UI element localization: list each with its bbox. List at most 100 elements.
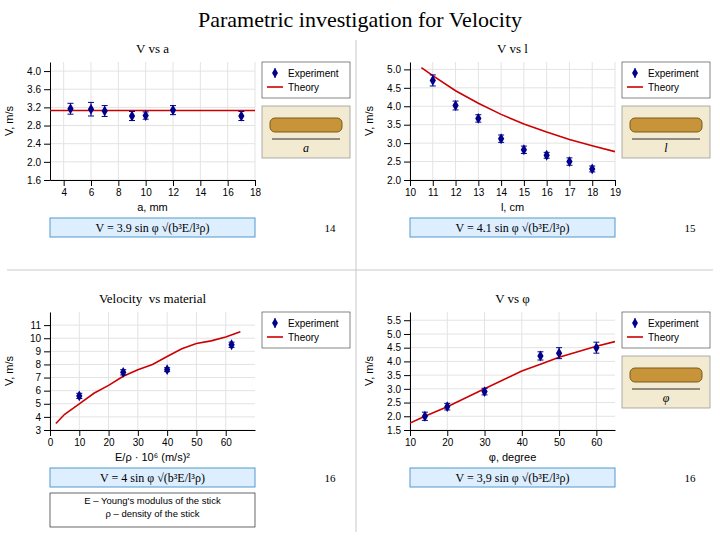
- tick-mark: [404, 430, 410, 431]
- point: [67, 103, 73, 114]
- y-tick: 5.0: [387, 329, 410, 340]
- y-axis: 34567891011: [30, 313, 51, 436]
- page-number: 14: [325, 222, 337, 234]
- error-cap: [88, 102, 94, 103]
- tick-label: 10: [405, 187, 417, 198]
- tick-label: 20: [104, 437, 116, 448]
- y-tick: 4.0: [27, 66, 50, 77]
- axis-line: [50, 313, 51, 431]
- tick-mark: [478, 180, 479, 186]
- tick-mark: [404, 162, 410, 163]
- y-tick: 3: [35, 425, 50, 436]
- tick-label: 15: [519, 187, 531, 198]
- legend-label: Experiment: [648, 68, 699, 79]
- tick-mark: [501, 180, 502, 186]
- tick-mark: [44, 391, 50, 392]
- x-tick: 12: [168, 180, 180, 198]
- point: [164, 364, 170, 375]
- tick-mark: [456, 180, 457, 186]
- x-tick: 13: [473, 180, 485, 198]
- legend-swatch: [627, 86, 643, 88]
- tick-label: 11: [428, 187, 439, 198]
- grid-line: [615, 62, 616, 180]
- sketch-label: a: [303, 141, 309, 155]
- tick-label: 14: [496, 187, 508, 198]
- tick-mark: [44, 378, 50, 379]
- tick-label: 2.0: [387, 175, 401, 186]
- grid-line: [410, 402, 615, 403]
- grid-line: [50, 416, 255, 417]
- legend-swatch: [632, 68, 638, 78]
- y-tick: 2.0: [27, 157, 50, 168]
- y-tick: 2.0: [387, 411, 410, 422]
- grid-line: [50, 180, 255, 181]
- y-tick: 5: [35, 398, 50, 409]
- note-box: [50, 493, 255, 527]
- x-tick: 50: [554, 430, 566, 448]
- tick-label: 4: [61, 187, 67, 198]
- tick-mark: [404, 375, 410, 376]
- legend-item: Experiment: [632, 318, 699, 329]
- legend-swatch: [272, 68, 278, 78]
- tick-mark: [44, 89, 50, 90]
- point: [430, 75, 436, 86]
- line: [421, 68, 615, 152]
- tick-mark: [44, 126, 50, 127]
- sketch: φ: [622, 356, 710, 408]
- point: [422, 411, 428, 422]
- tick-label: 40: [517, 437, 529, 448]
- tick-label: 60: [591, 437, 603, 448]
- y-tick: 5.5: [387, 315, 410, 326]
- grid-line: [410, 388, 615, 389]
- grid-line: [108, 312, 109, 430]
- sketch-frame: [622, 106, 710, 158]
- grid-line: [410, 347, 615, 348]
- sketch-frame: [262, 106, 350, 158]
- line: [410, 342, 615, 424]
- x-tick: 10: [74, 430, 86, 448]
- y-tick: 2.5: [387, 156, 410, 167]
- x-axis: 4681012141618: [51, 180, 262, 198]
- grid-line: [592, 62, 593, 180]
- grid-line: [50, 312, 51, 430]
- tick-mark: [404, 125, 410, 126]
- y-tick: 4.0: [387, 356, 410, 367]
- axis-line: [411, 430, 616, 431]
- tick-mark: [404, 416, 410, 417]
- tick-mark: [547, 180, 548, 186]
- point: [556, 348, 562, 359]
- legend-label: Experiment: [288, 318, 339, 329]
- y-axis: 1.62.02.42.83.23.64.0: [27, 63, 50, 186]
- tick-label: 50: [554, 437, 566, 448]
- tick-label: 4.0: [27, 66, 41, 77]
- legend-item: Theory: [267, 332, 319, 343]
- y-tick: 2.5: [387, 397, 410, 408]
- y-tick: 7: [35, 372, 50, 383]
- tick-label: 6: [35, 385, 41, 396]
- tick-mark: [167, 430, 168, 436]
- formula-box: [50, 468, 255, 487]
- formula: V = 4 sin φ √(b³E/l³ρ): [100, 471, 205, 485]
- tick-mark: [569, 180, 570, 186]
- y-tick: 4.0: [387, 101, 410, 112]
- tick-mark: [44, 180, 50, 181]
- panel: 010203040506034567891011Velocity vs mate…: [3, 291, 350, 527]
- axis-line: [51, 430, 256, 431]
- tick-mark: [64, 180, 65, 186]
- tick-mark: [44, 338, 50, 339]
- x-tick: 50: [191, 430, 203, 448]
- x-tick: 60: [221, 430, 233, 448]
- x-axis-title: a, mm: [137, 201, 168, 213]
- tick-label: 2.8: [27, 120, 41, 131]
- y-axis-title: V, m/s: [3, 355, 15, 386]
- sketch-stick: [630, 118, 702, 132]
- page-number: 16: [325, 472, 337, 484]
- axis-line: [410, 63, 411, 181]
- tick-mark: [146, 180, 147, 186]
- tick-mark: [91, 180, 92, 186]
- page-number: 15: [685, 222, 697, 234]
- tick-label: 12: [450, 187, 462, 198]
- x-tick: 12: [450, 180, 462, 198]
- tick-label: 6: [89, 187, 95, 198]
- tick-label: 14: [195, 187, 207, 198]
